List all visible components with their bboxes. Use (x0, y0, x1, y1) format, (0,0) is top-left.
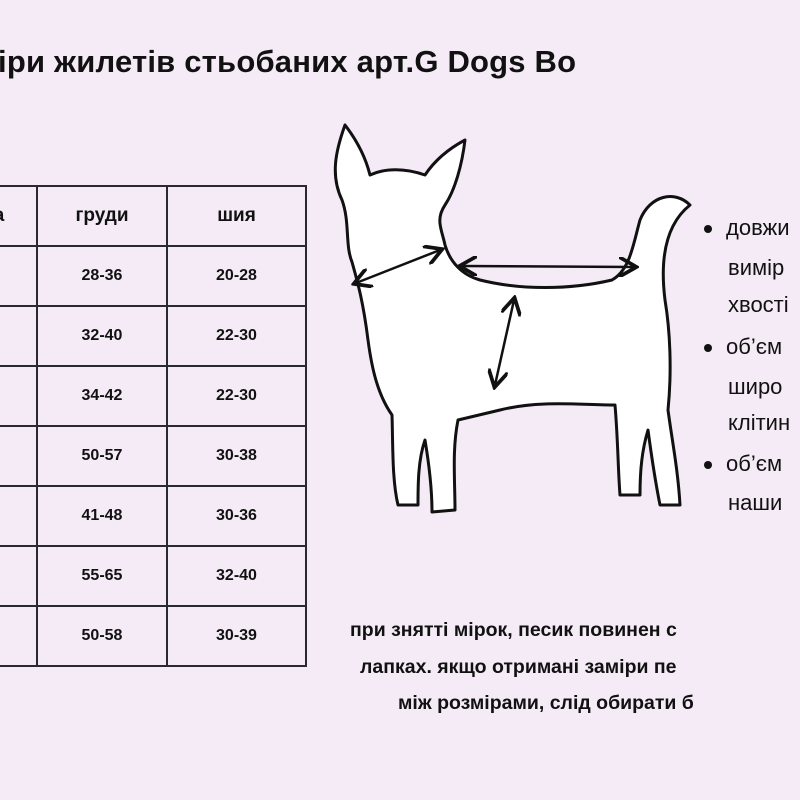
table-row: 32-40 22-30 (0, 305, 307, 367)
table-cell: 30-38 (166, 425, 307, 487)
bullet-text: об’єм (726, 451, 783, 476)
table-cell (0, 365, 38, 427)
table-cell: 32-40 (36, 305, 168, 367)
bullet-text: довжи (726, 215, 790, 240)
table-header-row: а груди шия (0, 185, 307, 247)
bullet-length: довжи (704, 217, 790, 239)
table-cell (0, 485, 38, 547)
neck-arrow (356, 250, 440, 283)
bullet-icon (704, 344, 712, 353)
header-cell-chest: груди (36, 185, 168, 247)
table-cell: 20-28 (166, 245, 307, 307)
chest-arrow (495, 300, 514, 385)
bullet-neck: об’єм (704, 453, 782, 475)
bullet-chest: об’єм (704, 336, 782, 358)
table-cell: 50-58 (36, 605, 168, 667)
table-row: 50-58 30-39 (0, 605, 307, 667)
table-cell: 22-30 (166, 365, 307, 427)
bullet-text: хвості (728, 292, 789, 317)
table-cell (0, 605, 38, 667)
bullet-text: об’єм (726, 334, 783, 359)
table-row: 28-36 20-28 (0, 245, 307, 307)
note-line: при знятті мірок, песик повинен с (350, 619, 677, 641)
table-cell: 30-36 (166, 485, 307, 547)
table-cell: 50-57 (36, 425, 168, 487)
table-cell: 28-36 (36, 245, 168, 307)
bullet-text: клітин (728, 410, 791, 435)
table-row: 55-65 32-40 (0, 545, 307, 607)
table-cell: 34-42 (36, 365, 168, 427)
table-cell: 41-48 (36, 485, 168, 547)
table-row: 34-42 22-30 (0, 365, 307, 427)
page-title: іри жилетів стьобаних арт.G Dogs Bo (0, 44, 577, 79)
table-row: 41-48 30-36 (0, 485, 307, 547)
bullet-text: широ (728, 374, 783, 399)
note-line: лапках. якщо отримані заміри пе (360, 656, 677, 678)
table-cell: 30-39 (166, 605, 307, 667)
table-cell (0, 425, 38, 487)
note-line: між розмірами, слід обирати б (398, 692, 694, 714)
table-cell (0, 305, 38, 367)
table-cell: 22-30 (166, 305, 307, 367)
table-cell (0, 245, 38, 307)
header-cell: а (0, 185, 38, 247)
bullet-icon (704, 225, 712, 234)
header-cell-neck: шия (166, 185, 307, 247)
bullet-text: вимір (728, 255, 785, 280)
dog-silhouette (333, 123, 692, 514)
bullet-icon (704, 461, 712, 470)
table-cell (0, 545, 38, 607)
bullet-text: наши (728, 490, 783, 515)
back-length-arrow (462, 266, 634, 267)
table-cell: 55-65 (36, 545, 168, 607)
table-row: 50-57 30-38 (0, 425, 307, 487)
table-cell: 32-40 (166, 545, 307, 607)
